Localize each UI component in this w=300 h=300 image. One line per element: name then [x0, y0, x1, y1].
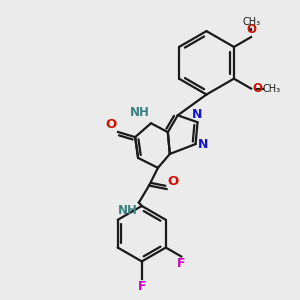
- Text: CH₃: CH₃: [263, 84, 281, 94]
- Text: N: N: [192, 108, 203, 121]
- Text: O: O: [246, 23, 256, 36]
- Text: O: O: [252, 82, 262, 95]
- Text: F: F: [177, 257, 185, 271]
- Text: O: O: [167, 175, 179, 188]
- Text: O: O: [106, 118, 117, 131]
- Text: CH₃: CH₃: [242, 17, 260, 27]
- Text: F: F: [137, 280, 146, 293]
- Text: N: N: [198, 138, 208, 151]
- Text: NH: NH: [130, 106, 150, 119]
- Text: NH: NH: [118, 203, 138, 217]
